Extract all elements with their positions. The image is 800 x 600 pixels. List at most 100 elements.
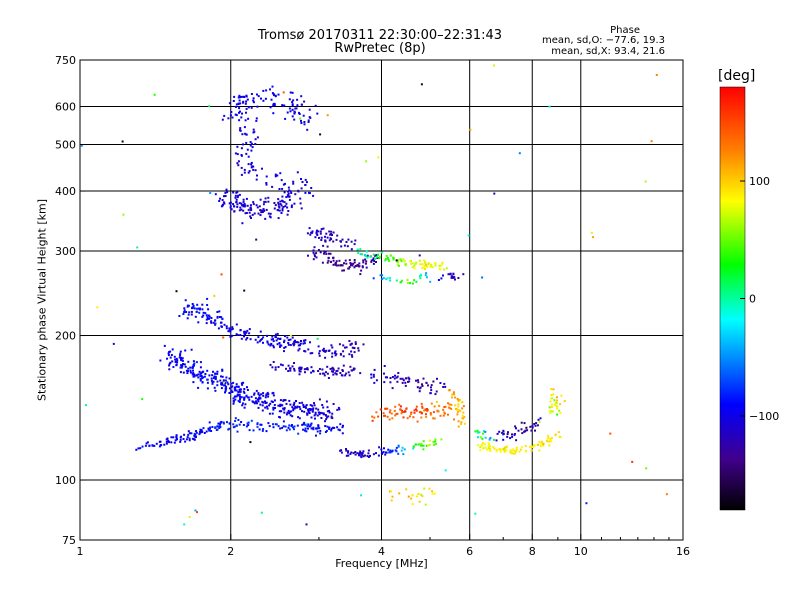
data-point	[212, 380, 215, 383]
data-point	[282, 425, 285, 428]
data-point	[298, 367, 301, 370]
data-point	[431, 490, 434, 493]
data-point	[396, 375, 399, 378]
data-point	[395, 279, 398, 282]
data-point	[284, 182, 286, 185]
data-point	[240, 166, 243, 169]
data-point	[359, 273, 362, 276]
data-point	[304, 184, 307, 186]
data-point	[402, 379, 405, 382]
data-point	[258, 394, 261, 397]
data-point	[329, 252, 332, 255]
data-point	[427, 444, 429, 447]
data-point	[302, 339, 305, 342]
data-point	[441, 261, 444, 264]
data-point	[556, 399, 559, 402]
data-point	[410, 497, 413, 500]
data-point	[413, 279, 416, 282]
data-point	[266, 341, 269, 344]
data-point	[439, 264, 442, 267]
data-point	[327, 252, 330, 255]
data-point	[382, 412, 385, 415]
data-point	[236, 334, 239, 336]
data-point	[271, 335, 274, 338]
data-point	[312, 249, 315, 252]
data-point	[233, 95, 236, 98]
data-point	[250, 106, 253, 109]
data-point	[293, 112, 296, 115]
data-point	[388, 411, 391, 414]
data-point	[319, 133, 322, 136]
data-point	[281, 195, 284, 198]
data-point	[240, 116, 243, 119]
data-point	[539, 417, 542, 420]
data-point	[240, 173, 243, 176]
data-point	[254, 169, 257, 172]
data-point	[246, 337, 249, 339]
data-point	[277, 203, 280, 206]
data-point	[489, 449, 492, 452]
data-point	[373, 260, 376, 262]
data-point	[214, 389, 217, 392]
data-point	[341, 264, 344, 267]
data-point	[335, 370, 338, 373]
data-point	[274, 173, 277, 176]
data-point	[312, 428, 315, 431]
data-point	[409, 260, 412, 263]
data-point	[406, 279, 409, 281]
data-point	[359, 451, 362, 454]
data-point	[482, 430, 485, 433]
data-point	[443, 268, 445, 271]
data-point	[356, 248, 359, 251]
data-point	[252, 203, 255, 206]
data-point	[381, 452, 383, 455]
data-point	[297, 416, 300, 419]
data-point	[548, 105, 551, 108]
data-point	[264, 97, 267, 100]
data-point	[358, 454, 360, 457]
data-point	[213, 375, 216, 378]
data-point	[227, 117, 230, 120]
data-point	[259, 209, 262, 212]
data-point	[236, 153, 239, 156]
data-point	[344, 374, 347, 377]
data-point	[308, 227, 311, 230]
data-point	[224, 379, 227, 382]
data-point	[286, 194, 289, 197]
data-point	[233, 205, 235, 208]
colorbar-tick-label: 0	[749, 293, 756, 306]
data-point	[216, 428, 219, 431]
data-point	[463, 422, 466, 425]
data-point	[219, 379, 222, 382]
data-point	[310, 371, 313, 374]
data-point	[222, 336, 225, 339]
data-point	[202, 314, 205, 317]
data-point	[332, 403, 335, 405]
data-point	[233, 425, 236, 428]
data-point	[524, 430, 527, 433]
data-point	[274, 336, 277, 338]
data-point	[284, 399, 287, 402]
data-point	[180, 366, 183, 369]
data-point	[167, 354, 170, 357]
data-point	[323, 350, 326, 353]
data-point	[450, 407, 453, 410]
data-point	[324, 420, 326, 423]
data-point	[429, 392, 432, 395]
data-point	[412, 282, 414, 285]
data-point	[433, 405, 436, 408]
data-point	[505, 445, 508, 448]
data-point	[389, 254, 392, 257]
data-point	[362, 450, 365, 453]
data-point	[202, 311, 205, 314]
data-point	[324, 235, 326, 238]
data-point	[319, 230, 322, 233]
data-point	[495, 450, 498, 453]
data-point	[299, 202, 302, 205]
data-point	[389, 279, 392, 282]
data-point	[249, 215, 252, 218]
data-point	[163, 443, 166, 446]
data-point	[311, 410, 314, 413]
data-point	[235, 395, 238, 398]
data-point	[346, 454, 349, 457]
